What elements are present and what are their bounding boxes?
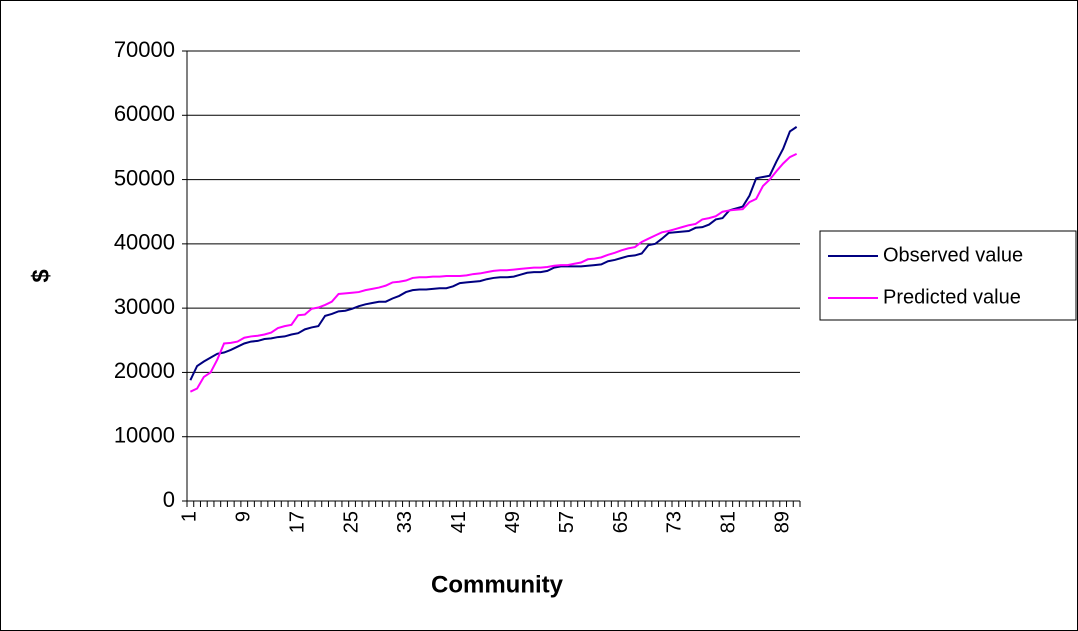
legend-label: Predicted value <box>883 286 1021 308</box>
y-tick-label: 20000 <box>114 358 175 383</box>
x-axis-title: Community <box>431 571 564 598</box>
x-tick-label: 41 <box>448 511 470 533</box>
x-tick-label: 89 <box>771 511 793 533</box>
y-tick-label: 70000 <box>114 37 175 62</box>
x-tick-label: 17 <box>286 511 308 533</box>
x-tick-label: 65 <box>610 511 632 533</box>
legend-label: Observed value <box>883 244 1023 266</box>
legend-box <box>819 230 1077 321</box>
y-tick-label: 60000 <box>114 101 175 126</box>
series-line <box>189 126 798 381</box>
y-axis-title: $ <box>27 269 54 283</box>
x-tick-label: 1 <box>179 511 201 522</box>
x-tick-label: 81 <box>718 511 740 533</box>
x-tick-label: 9 <box>233 511 255 522</box>
y-tick-label: 50000 <box>114 165 175 190</box>
x-tick-label: 33 <box>394 511 416 533</box>
y-tick-label: 30000 <box>114 294 175 319</box>
x-tick-label: 73 <box>664 511 686 533</box>
y-tick-label: 10000 <box>114 423 175 448</box>
x-tick-label: 57 <box>556 511 578 533</box>
x-tick-label: 25 <box>340 511 362 533</box>
x-tick-label: 49 <box>502 511 524 533</box>
y-tick-label: 0 <box>163 487 175 512</box>
series-line <box>189 152 798 393</box>
y-tick-label: 40000 <box>114 230 175 255</box>
